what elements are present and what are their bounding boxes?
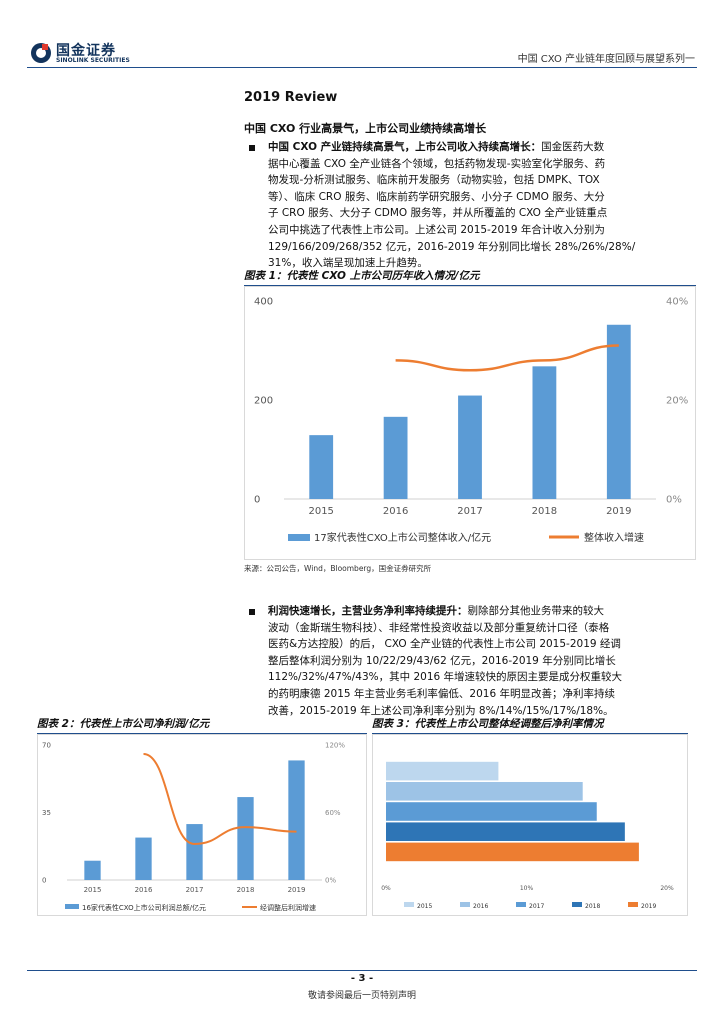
figure-3-caption: 图表 3：代表性上市公司整体经调整后净利率情况 — [372, 716, 688, 734]
para1-line: 子 CRO 服务、大分子 CDMO 服务等，并从所覆盖的 CXO 全产业链重点 — [268, 207, 608, 220]
hbar-2019 — [386, 842, 639, 862]
para2-line: 剔除部分其他业务带来的较大 — [467, 605, 605, 617]
paragraph-revenue-lead: 中国 CXO 产业链持续高景气，上市公司收入持续高增长： — [268, 141, 542, 153]
figure-1-caption: 图表 1：代表性 CXO 上市公司历年收入情况/亿元 — [244, 268, 696, 286]
bar-2015 — [309, 435, 334, 499]
legend-bar-swatch — [288, 534, 310, 541]
hbar-2017 — [386, 802, 597, 821]
y2-tick-label: 0% — [325, 876, 336, 884]
legend-swatch-2019 — [628, 902, 638, 907]
x-tick-label: 2018 — [532, 506, 557, 517]
legend-line-label: 整体收入增速 — [584, 531, 644, 544]
para2-line: 整后整体利润分别为 10/22/29/43/62 亿元，2016-2019 年分… — [268, 654, 616, 667]
para1-line: 国金医药大数 — [541, 141, 605, 153]
x-tick-label: 0% — [381, 885, 391, 892]
growth-line — [143, 753, 297, 846]
bar-2018 — [532, 366, 557, 499]
y2-tick-label: 60% — [325, 809, 341, 817]
x-tick-label: 10% — [520, 885, 534, 892]
disclaimer-note: 敬请参阅最后一页特别声明 — [307, 991, 416, 1001]
legend-label-2015: 2015 — [417, 903, 432, 910]
para2-line: 波动（金斯瑞生物科技）、非经常性投资收益以及部分重复统计口径（泰格 — [268, 621, 610, 634]
legend-line-label: 经调整后利润增速 — [260, 903, 316, 912]
x-tick-label: 2018 — [237, 886, 255, 894]
hbar-2018 — [386, 822, 625, 841]
brand-name-cn: 国金证券 — [56, 43, 116, 59]
para1-line: 31%，收入端呈现加速上升趋势。 — [268, 257, 428, 270]
growth-line — [395, 344, 619, 372]
hbar-2016 — [386, 782, 583, 801]
bullet-2 — [249, 609, 255, 615]
source-note: 来源：公司公告，Wind，Bloomberg，国金证券研究所 — [244, 564, 432, 573]
y-tick-label: 200 — [254, 395, 273, 406]
section-title: 2019 Review — [244, 90, 338, 105]
footer-divider — [27, 970, 697, 971]
section-subtitle: 中国 CXO 行业高景气，上市公司业绩持续高增长 — [244, 122, 487, 135]
paragraph-profit-lead: 利润快速增长，主营业务净利率持续提升： — [268, 605, 468, 617]
brand-logo — [30, 40, 160, 66]
brand-name-en: SINOLINK SECURITIES — [56, 57, 130, 64]
legend-swatch-2016 — [460, 902, 470, 907]
legend-bar-label: 17家代表性CXO上市公司整体收入/亿元 — [314, 531, 491, 544]
x-tick-label: 2017 — [457, 506, 482, 517]
header-divider — [27, 67, 697, 68]
legend-label-2017: 2017 — [529, 903, 544, 910]
y2-tick-label: 20% — [666, 395, 688, 406]
x-tick-label: 2016 — [135, 886, 153, 894]
logo-icon — [31, 43, 51, 63]
bar-2019 — [606, 324, 631, 499]
para1-line: 等）、临床 CRO 服务、临床前药学研究服务、小分子 CDMO 服务、大分 — [268, 190, 605, 203]
bar-2016 — [383, 416, 408, 499]
figure-3-chart: 0% 10% 20% 2015 2016 2017 2018 2019 — [372, 734, 688, 916]
legend-swatch-2015 — [404, 902, 414, 907]
legend-bar-swatch — [65, 904, 79, 909]
paragraph-profit: 利润快速增长，主营业务净利率持续提升：剔除部分其他业务带来的较大 波动（金斯瑞生… — [268, 603, 688, 719]
para1-line: 公司中挑选了代表性上市公司。上述公司 2015-2019 年合计收入分别为 — [268, 223, 605, 236]
x-tick-label: 2019 — [288, 886, 306, 894]
hbar-2015 — [386, 761, 499, 781]
bar-2017 — [186, 824, 203, 880]
para2-line: 医药&方达控股）的后， CXO 全产业链的代表性上市公司 2015-2019 经… — [268, 638, 621, 651]
report-series-title: 中国 CXO 产业链年度回顾与展望系列一 — [517, 54, 695, 65]
para1-line: 物发现-分析测试服务、临床前开发服务（动物实验，包括 DMPK、TOX — [268, 174, 600, 187]
y-tick-label: 400 — [254, 296, 273, 307]
para2-line: 改善，2015-2019 年上述公司净利率分别为 8%/14%/15%/17%/… — [268, 704, 614, 717]
bar-2017 — [458, 395, 482, 499]
bar-2016 — [135, 837, 152, 880]
y2-tick-label: 0% — [666, 494, 682, 505]
y2-tick-label: 40% — [666, 296, 688, 307]
para2-line: 的药明康德 2015 年主营业务毛利率偏低、2016 年明显改善；净利率持续 — [268, 687, 615, 700]
y-tick-label: 0 — [254, 494, 260, 505]
para2-line: 112%/32%/47%/43%，其中 2016 年增速较快的原因主要是成分权重… — [268, 671, 623, 684]
bar-2018 — [237, 797, 254, 880]
y2-tick-label: 120% — [325, 741, 345, 749]
bar-2015 — [84, 860, 101, 880]
legend-label-2018: 2018 — [585, 903, 600, 910]
x-tick-label: 2019 — [606, 506, 631, 517]
y-tick-label: 0 — [42, 876, 46, 884]
y-tick-label: 35 — [42, 809, 51, 817]
x-tick-label: 20% — [660, 885, 674, 892]
x-tick-label: 2017 — [186, 886, 204, 894]
figure-1-chart: 0 200 400 0% 20% 40% 2015 2016 2017 2018 2019 17… — [244, 286, 696, 560]
figure-2-caption: 图表 2：代表性上市公司净利润/亿元 — [37, 716, 367, 734]
legend-bar-label: 16家代表性CXO上市公司利润总额/亿元 — [82, 903, 206, 912]
figure-2-chart: 0 35 70 0% 60% 120% 2015 2016 2017 2018 2019 16家… — [37, 734, 367, 916]
y-tick-label: 70 — [42, 741, 51, 749]
x-tick-label: 2015 — [308, 506, 333, 517]
paragraph-revenue: 中国 CXO 产业链持续高景气，上市公司收入持续高增长：国金医药大数 据中心覆盖… — [268, 139, 688, 272]
para1-line: 据中心覆盖 CXO 全产业链各个领域，包括药物发现-实验室化学服务、药 — [268, 157, 606, 170]
page-number: - 3 - — [350, 973, 374, 984]
bullet-1 — [249, 145, 255, 151]
legend-label-2019: 2019 — [641, 903, 656, 910]
para1-line: 129/166/209/268/352 亿元，2016-2019 年分别同比增长… — [268, 240, 636, 253]
x-tick-label: 2015 — [84, 886, 102, 894]
bar-2019 — [288, 760, 305, 880]
x-tick-label: 2016 — [383, 506, 408, 517]
legend-swatch-2018 — [572, 902, 582, 907]
legend-label-2016: 2016 — [473, 903, 488, 910]
legend-swatch-2017 — [516, 902, 526, 907]
